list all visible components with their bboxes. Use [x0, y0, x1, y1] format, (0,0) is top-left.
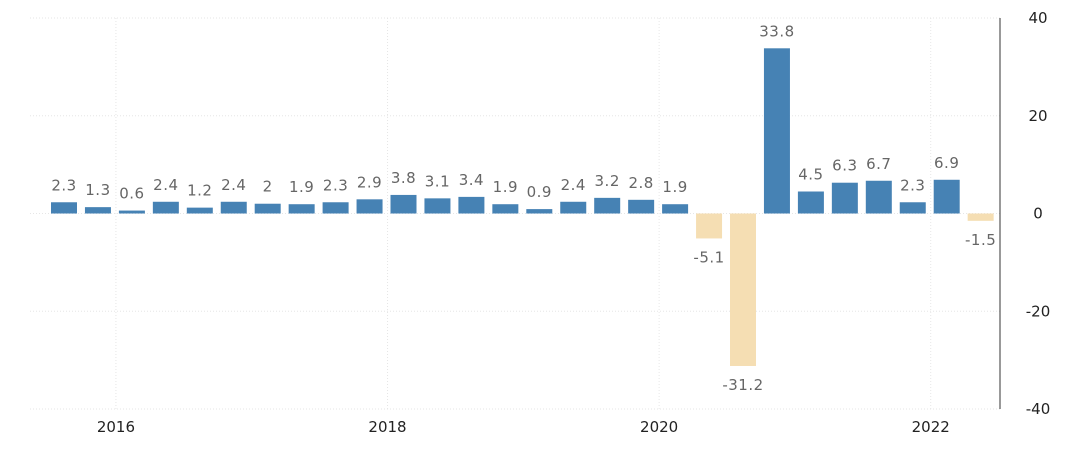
bar: [356, 199, 383, 214]
data-label: 2.3: [323, 176, 348, 194]
data-label: 2.3: [51, 176, 76, 194]
data-label: 1.2: [187, 182, 212, 200]
bar: [696, 213, 723, 239]
bar: [899, 202, 926, 214]
data-label: -5.1: [693, 248, 724, 266]
data-label: 33.8: [759, 22, 794, 40]
bar: [560, 201, 587, 214]
bar: [831, 182, 858, 214]
data-label: 3.8: [391, 169, 416, 187]
bar: [763, 48, 790, 214]
bar: [865, 180, 892, 214]
bar: [662, 204, 689, 214]
data-label: 1.9: [289, 178, 314, 196]
bar: [628, 199, 655, 214]
data-label: 0.6: [119, 185, 144, 203]
y-axis: 40 20 0 -20 -40: [1026, 9, 1051, 418]
data-label: 2: [263, 178, 273, 196]
data-label: 0.9: [527, 183, 552, 201]
bar: [220, 201, 247, 214]
data-label: 3.1: [425, 172, 450, 190]
bar: [526, 209, 553, 214]
gridlines: [30, 17, 1000, 410]
data-label: 1.3: [85, 181, 110, 199]
bar: [458, 196, 485, 214]
y-tick-label: -20: [1026, 302, 1051, 320]
data-label: 6.3: [832, 157, 857, 175]
bar: [967, 213, 994, 221]
bar: [152, 201, 179, 214]
bar: [390, 194, 417, 214]
x-tick-label: 2020: [640, 418, 678, 436]
bar: [186, 207, 213, 214]
y-tick-label: 40: [1028, 9, 1047, 27]
data-label: 1.9: [493, 178, 518, 196]
bar: [424, 198, 451, 214]
bar: [118, 210, 145, 214]
data-label: 6.7: [866, 155, 891, 173]
data-label: 3.2: [595, 172, 620, 190]
bar: [492, 204, 519, 214]
data-label: 6.9: [934, 154, 959, 172]
data-label: 2.4: [221, 176, 246, 194]
data-label: 3.4: [459, 171, 484, 189]
data-label: 2.4: [153, 176, 178, 194]
y-tick-label: 0: [1033, 205, 1043, 223]
data-label: 2.8: [628, 174, 653, 192]
data-labels: 2.3 1.3 0.6 2.4 1.2 2.4 2 1.9 2.3 2.9 3.8 3.1 3.4 1.9…: [51, 22, 996, 394]
data-label: 2.3: [900, 176, 925, 194]
bars: [51, 48, 994, 366]
x-tick-label: 2016: [97, 418, 135, 436]
x-tick-label: 2022: [912, 418, 950, 436]
bar: [288, 204, 315, 214]
data-label: 2.4: [561, 176, 586, 194]
bar: [797, 191, 824, 214]
y-tick-label: 20: [1028, 107, 1047, 125]
x-tick-label: 2018: [368, 418, 406, 436]
data-label: 2.9: [357, 173, 382, 191]
data-label: 4.5: [798, 166, 823, 184]
bar: [84, 207, 111, 214]
data-label: -1.5: [965, 231, 996, 249]
data-label: -31.2: [722, 376, 763, 394]
bar: [933, 179, 960, 214]
y-tick-label: -40: [1026, 400, 1051, 418]
data-label: 1.9: [662, 178, 687, 196]
bar: [730, 213, 756, 366]
bar: [322, 202, 349, 214]
bar: [51, 202, 77, 214]
x-axis: 2016 2018 2020 2022: [97, 418, 950, 436]
bar: [594, 197, 621, 214]
bar: [254, 203, 281, 214]
